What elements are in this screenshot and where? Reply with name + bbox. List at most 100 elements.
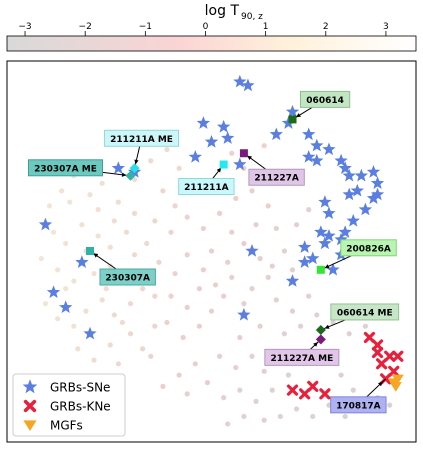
background-point [164, 146, 170, 153]
grbs-sne-point [366, 165, 381, 178]
annotation-marker [125, 170, 136, 181]
background-point [46, 203, 53, 209]
grbs-sne-point [111, 161, 126, 174]
mgfs-point [391, 374, 404, 385]
background-point [115, 361, 121, 367]
background-point [168, 293, 174, 299]
annotation-211227a-me: 211227A ME [264, 334, 340, 366]
annotation-060614-me: 060614 ME [315, 303, 400, 335]
background-point [95, 207, 101, 213]
grbs-sne-point [350, 183, 364, 197]
grbs-kne-point-stroke [307, 380, 319, 392]
annotation-211211a: 211211A [178, 160, 235, 196]
background-point [273, 297, 279, 303]
background-point [152, 218, 158, 224]
background-point [131, 210, 138, 216]
annotation-box [300, 90, 351, 108]
background-point [350, 387, 356, 393]
background-point [184, 214, 190, 220]
annotation-box [178, 178, 235, 196]
background-point [71, 323, 77, 329]
annotation-170817a: 170817A [330, 378, 387, 414]
background-point [237, 334, 243, 341]
grbs-kne-point [384, 350, 396, 362]
annotation-200826a: 200826A [316, 239, 397, 274]
background-point [221, 395, 227, 401]
background-point [229, 274, 235, 280]
background-point [233, 195, 239, 201]
background-point [91, 357, 97, 363]
plot-frame [6, 60, 417, 443]
grbs-sne-point [297, 240, 312, 253]
annotation-marker [86, 247, 94, 255]
grbs-kne-point-stroke [376, 358, 388, 370]
grbs-sne-point [38, 217, 53, 231]
background-point [168, 229, 174, 235]
background-point [107, 342, 113, 348]
grbs-kne-point-stroke [388, 365, 400, 377]
annotation-label: 230307A [105, 274, 150, 284]
background-point [38, 255, 45, 262]
annotation-label: 060614 ME [337, 308, 393, 318]
background-point [273, 225, 279, 232]
background-point [192, 361, 198, 367]
annotation-arrowhead [247, 155, 253, 161]
background-point [71, 278, 77, 284]
grbs-sne-point [221, 131, 235, 144]
grbs-kne-point [371, 346, 384, 359]
grbs-sne-point [342, 168, 356, 182]
background-point [261, 368, 267, 374]
legend-label: MGFs [50, 419, 83, 433]
grbs-sne-point [370, 187, 385, 201]
grbs-sne-point [318, 236, 332, 250]
annotation-arrowhead [93, 253, 99, 258]
background-point [269, 263, 275, 269]
background-point [293, 406, 300, 412]
background-point [103, 286, 109, 292]
background-point [293, 222, 300, 228]
background-point [249, 286, 255, 292]
annotation-arrowhead [121, 172, 127, 177]
background-point [164, 319, 170, 326]
background-point [111, 218, 117, 224]
grbs-sne-point [302, 127, 316, 141]
background-point [172, 203, 178, 209]
background-point [241, 301, 247, 307]
background-point [289, 267, 296, 273]
grbs-sne-point [245, 244, 259, 257]
background-point [63, 286, 69, 292]
background-point [99, 180, 105, 186]
grbs-sne-point [346, 213, 360, 227]
grbs-sne-point [314, 225, 328, 238]
background-point [184, 391, 190, 397]
background-point [261, 143, 267, 149]
annotation-box [340, 239, 397, 257]
grbs-kne-point-stroke [286, 384, 299, 396]
grbs-kne-point [307, 380, 319, 392]
legend: GRBs-SNe GRBs-KNe MGFs [12, 373, 126, 437]
grbs-kne-point-stroke [371, 346, 384, 359]
grbs-sne-point [338, 225, 352, 238]
background-point [261, 417, 267, 423]
background-point [208, 308, 215, 314]
background-point [229, 229, 235, 235]
grbs-sne-point [334, 153, 348, 167]
colorbar-label-subscript: 90, z [241, 12, 263, 22]
grbs-sne-point [326, 262, 340, 276]
annotation-arrowhead [134, 159, 139, 165]
annotation-marker [129, 163, 140, 174]
background-point [269, 387, 275, 393]
grbs-kne-point [376, 358, 388, 370]
background-point [285, 372, 292, 378]
legend-item-mgfs: MGFs [23, 419, 83, 433]
grbs-sne-point [75, 255, 89, 268]
legend-marker [22, 379, 38, 394]
background-point [387, 402, 393, 408]
annotation-arrowhead [377, 381, 383, 387]
background-point [184, 304, 190, 310]
annotation-label: 060614 [306, 96, 344, 106]
annotations: 060614 211211A ME 230307A ME 211211A 211227A… [28, 90, 400, 414]
grbs-kne-point-stroke [384, 350, 396, 362]
annotation-label: 211227A [254, 174, 299, 184]
background-point [233, 364, 239, 371]
